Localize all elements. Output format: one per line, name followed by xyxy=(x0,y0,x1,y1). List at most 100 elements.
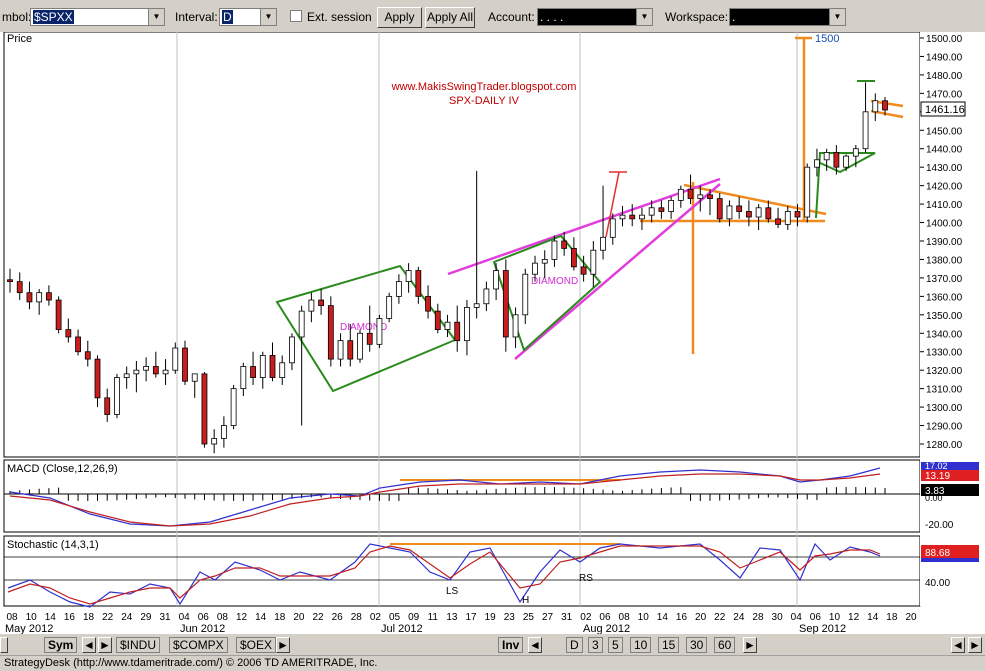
candle xyxy=(473,170,480,319)
x-tick-label: 24 xyxy=(121,612,133,623)
price-tick-label: 1360.00 xyxy=(926,292,963,303)
candle-body xyxy=(337,340,344,360)
chevron-down-icon[interactable]: ▼ xyxy=(260,9,276,25)
x-tick-label: 16 xyxy=(64,612,76,623)
candle xyxy=(405,263,412,293)
candle xyxy=(814,148,820,177)
nav-prev-small[interactable] xyxy=(0,637,8,653)
apply-button[interactable]: Apply xyxy=(377,7,422,28)
chart-area[interactable]: 1500.001490.001480.001470.001460.001450.… xyxy=(0,31,985,635)
candle xyxy=(775,207,781,229)
stoch-scale-40: 40.00 xyxy=(925,578,950,589)
watermark-subtitle: SPX-DAILY IV xyxy=(449,95,520,107)
candle xyxy=(541,250,548,278)
tab-oex[interactable]: $OEX xyxy=(236,637,277,653)
last-price-tag xyxy=(920,101,966,117)
tab-inv[interactable]: Inv xyxy=(498,637,524,653)
candle-body xyxy=(444,321,451,330)
candle xyxy=(658,200,665,219)
candle xyxy=(45,285,52,306)
candle-body xyxy=(629,214,636,220)
price-chart[interactable]: 1500.001490.001480.001470.001460.001450.… xyxy=(0,31,985,635)
price-tick-label: 1480.00 xyxy=(926,71,963,82)
tab-30[interactable]: 30 xyxy=(686,637,708,653)
stoch-label-ls: LS xyxy=(446,586,459,597)
tab-indu[interactable]: $INDU xyxy=(116,637,161,653)
nav-right3-button[interactable]: ► xyxy=(743,637,757,653)
candle-body xyxy=(36,292,43,303)
tab-sym[interactable]: Sym xyxy=(44,637,78,653)
candle-body xyxy=(522,273,529,316)
candle xyxy=(366,305,373,352)
candle xyxy=(191,373,198,398)
tab-compx[interactable]: $COMPX xyxy=(169,637,228,653)
candle-body xyxy=(279,362,286,378)
symbol-combo[interactable]: $SPXX ▼ xyxy=(30,8,165,26)
tab-d[interactable]: D xyxy=(566,637,583,653)
candle xyxy=(794,204,801,227)
chevron-down-icon[interactable]: ▼ xyxy=(636,9,652,25)
candle xyxy=(104,388,111,422)
x-month-label: Sep 2012 xyxy=(799,623,846,634)
status-text: StrategyDesk (http://www.tdameritrade.co… xyxy=(4,657,378,669)
candle xyxy=(94,355,101,408)
candle xyxy=(648,200,655,223)
nav-right-button[interactable]: ► xyxy=(98,637,112,653)
diamond-label-1: DIAMOND xyxy=(340,322,387,333)
candle xyxy=(259,351,266,389)
chevron-down-icon[interactable]: ▼ xyxy=(829,9,845,25)
tab-3[interactable]: 3 xyxy=(588,637,603,653)
x-tick-label: 26 xyxy=(332,612,344,623)
account-combo[interactable]: . . . . ▼ xyxy=(537,8,653,26)
candle-body xyxy=(425,295,431,312)
x-tick-label: 10 xyxy=(26,612,38,623)
candle-body xyxy=(823,152,830,161)
interval-combo[interactable]: D ▼ xyxy=(219,8,277,26)
macd-panel xyxy=(3,459,921,533)
price-tick-label: 1380.00 xyxy=(926,255,963,266)
candle-body xyxy=(697,194,704,199)
candle-body xyxy=(862,111,869,150)
candle xyxy=(26,281,33,310)
tab-10[interactable]: 10 xyxy=(630,637,652,653)
price-tick-label: 1410.00 xyxy=(926,200,963,211)
price-tick-label: 1340.00 xyxy=(926,329,963,340)
candle xyxy=(464,300,470,356)
candle-body xyxy=(162,369,169,375)
candle-body xyxy=(648,207,655,216)
candle-body xyxy=(143,366,150,371)
candle xyxy=(716,193,723,223)
macd-tag-2 xyxy=(921,470,979,481)
candle xyxy=(386,292,393,323)
candle-body xyxy=(45,292,52,301)
nav-left-button[interactable]: ◄ xyxy=(82,637,96,653)
x-tick-label: 06 xyxy=(810,612,822,623)
target-1500-label: 1500 xyxy=(815,33,839,45)
apply-all-button[interactable]: Apply All xyxy=(425,7,475,28)
x-tick-label: 30 xyxy=(772,612,784,623)
candle-body xyxy=(512,314,519,338)
nav-left3-button[interactable]: ◄ xyxy=(528,637,542,653)
x-axis-month-labels: May 2012 Jun 2012 Jul 2012 Aug 2012 Sep 2012 xyxy=(5,623,846,635)
candle-body xyxy=(84,351,91,360)
ext-session-checkbox[interactable] xyxy=(290,10,302,22)
candle-body xyxy=(687,188,694,199)
workspace-combo[interactable]: . ▼ xyxy=(729,8,846,26)
price-tick-label: 1330.00 xyxy=(926,348,963,359)
chevron-down-icon[interactable]: ▼ xyxy=(148,9,164,25)
nav-right2-button[interactable]: ► xyxy=(276,637,290,653)
candle-body xyxy=(327,305,334,360)
tab-60[interactable]: 60 xyxy=(714,637,736,653)
candle xyxy=(327,296,334,367)
candle xyxy=(551,235,558,267)
x-tick-label: 13 xyxy=(446,612,458,623)
ext-session-label: Ext. session xyxy=(307,10,372,24)
stoch-label-h: H xyxy=(522,595,529,606)
nav-left4-button[interactable]: ◄ xyxy=(951,637,965,653)
x-tick-label: 31 xyxy=(159,612,171,623)
tab-15[interactable]: 15 xyxy=(658,637,680,653)
candle xyxy=(561,231,568,256)
nav-right4-button[interactable]: ► xyxy=(968,637,982,653)
tab-5[interactable]: 5 xyxy=(608,637,623,653)
x-tick-label: 23 xyxy=(504,612,516,623)
